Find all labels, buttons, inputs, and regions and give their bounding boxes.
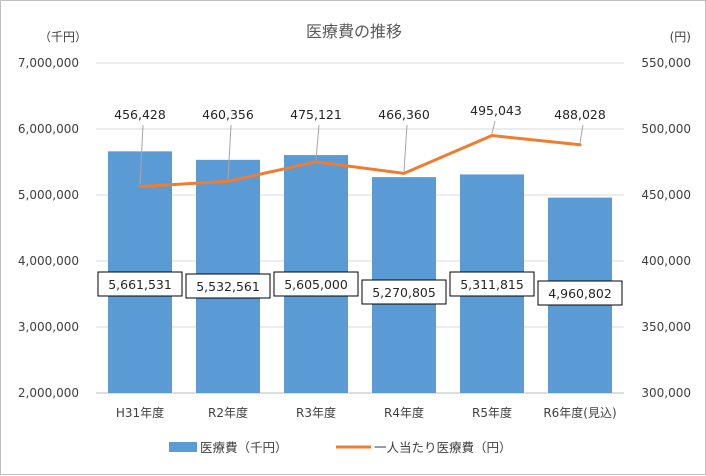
bar-label-box (449, 271, 535, 297)
line-point (490, 134, 494, 138)
line-point (578, 143, 582, 147)
right-tick-label: 350,000 (641, 320, 691, 334)
category-label: R5年度 (472, 405, 512, 420)
bar-data-labels: 5,661,531 5,532,561 5,605,000 5,270,805 5,31… (97, 271, 623, 306)
line-point (402, 171, 406, 175)
line-point (138, 185, 142, 189)
leader-line (403, 124, 408, 172)
line-point (314, 160, 318, 164)
left-tick-label: 4,000,000 (18, 254, 79, 268)
line-series (138, 134, 582, 189)
bar-data-label: 5,311,815 (460, 277, 524, 292)
line-data-labels: 456,428 460,356 475,121 466,360 495,043 488,0… (114, 103, 606, 122)
right-tick-label: 400,000 (641, 254, 691, 268)
bar-label-box (97, 271, 183, 297)
right-tick-label: 300,000 (641, 386, 691, 400)
bar-series (108, 151, 612, 393)
right-tick-label: 500,000 (641, 122, 691, 136)
line-data-label: 466,360 (378, 107, 430, 122)
category-label: R4年度 (384, 405, 424, 420)
bar-data-label: 5,532,561 (196, 279, 260, 294)
category-label: R6年度(見込) (543, 405, 616, 420)
legend-line-label: 一人当たり医療費（円） (374, 440, 512, 455)
right-tick-label: 450,000 (641, 188, 691, 202)
line-data-label: 460,356 (202, 107, 254, 122)
bar-data-label: 5,661,531 (108, 277, 172, 292)
line-point (226, 179, 230, 183)
label-leader-lines (139, 120, 584, 185)
leader-line (579, 124, 584, 143)
right-tick-label: 550,000 (641, 56, 691, 70)
leader-line (315, 124, 320, 160)
bar-data-label: 4,960,802 (548, 286, 612, 301)
bar-label-box (273, 271, 359, 297)
category-axis-labels: H31年度 R2年度 R3年度 R4年度 R5年度 R6年度(見込) (116, 405, 617, 420)
legend: 医療費（千円） 一人当たり医療費（円） (169, 440, 512, 455)
left-tick-label: 6,000,000 (18, 122, 79, 136)
bar-data-label: 5,270,805 (372, 285, 436, 300)
left-tick-label: 2,000,000 (18, 386, 79, 400)
line-data-label: 456,428 (114, 107, 166, 122)
gridlines (96, 62, 624, 394)
left-axis-ticks: 2,000,000 3,000,000 4,000,000 5,000,000 6,00… (18, 56, 79, 400)
category-label: H31年度 (116, 405, 164, 420)
left-tick-label: 7,000,000 (18, 56, 79, 70)
line-data-label: 475,121 (290, 107, 342, 122)
leader-line (227, 124, 232, 180)
bar-data-label: 5,605,000 (284, 277, 348, 292)
category-label: R3年度 (296, 405, 336, 420)
bar-label-box (361, 279, 447, 305)
right-axis-ticks: 300,000 350,000 400,000 450,000 500,000 550,0… (641, 56, 691, 400)
bar-label-box (185, 273, 271, 299)
line-path (138, 134, 582, 189)
left-axis-unit: （千円） (39, 30, 87, 44)
left-tick-label: 5,000,000 (18, 188, 79, 202)
bar-label-box (537, 280, 623, 306)
right-axis-unit: (円) (670, 30, 691, 44)
line-data-label: 488,028 (554, 107, 606, 122)
legend-bar-swatch (169, 442, 197, 452)
chart-title: 医療費の推移 (306, 22, 402, 41)
leader-line (139, 124, 144, 185)
line-data-label: 495,043 (470, 103, 522, 118)
legend-bar-label: 医療費（千円） (200, 440, 288, 455)
leader-line (491, 120, 496, 134)
left-tick-label: 3,000,000 (18, 320, 79, 334)
category-label: R2年度 (208, 405, 248, 420)
